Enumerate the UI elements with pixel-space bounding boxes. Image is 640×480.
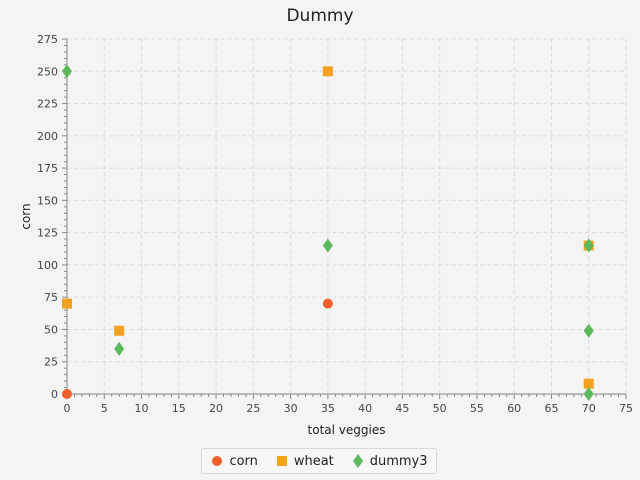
legend-marker-square — [276, 456, 287, 466]
legend-label: dummy3 — [369, 453, 428, 469]
y-tick-label: 150 — [37, 194, 58, 207]
legend-marker-shape — [276, 456, 287, 466]
y-tick-label: 0 — [51, 388, 58, 401]
x-tick-label: 20 — [209, 402, 223, 415]
legend-marker-circle — [212, 456, 223, 466]
x-tick-label: 60 — [507, 402, 521, 415]
x-tick-label: 5 — [101, 402, 108, 415]
y-tick-label: 250 — [37, 65, 58, 78]
legend-label: wheat — [293, 453, 334, 469]
y-tick-label: 50 — [44, 323, 58, 336]
data-point-dummy3 — [114, 341, 125, 356]
legend-item-dummy3: dummy3 — [351, 453, 428, 469]
y-tick-label: 125 — [37, 227, 58, 240]
data-point-wheat — [114, 325, 125, 336]
legend-marker-shape — [212, 456, 223, 466]
data-point-wheat — [62, 298, 72, 309]
data-point-wheat — [583, 378, 594, 389]
x-tick-label: 15 — [172, 402, 186, 415]
y-tick-label: 200 — [37, 130, 58, 143]
legend: corn wheat dummy3 — [201, 448, 437, 474]
x-tick-label: 10 — [135, 402, 149, 415]
y-tick-label: 175 — [37, 162, 58, 175]
legend-marker-diamond — [352, 454, 363, 468]
legend-label: corn — [229, 453, 258, 469]
data-point-wheat — [322, 66, 333, 77]
data-point-corn — [322, 298, 333, 309]
y-tick-label: 75 — [44, 291, 58, 304]
x-tick-label: 45 — [395, 402, 409, 415]
data-point-dummy3 — [583, 387, 594, 401]
legend-marker-shape — [352, 454, 363, 468]
x-tick-label: 55 — [470, 402, 484, 415]
chart-title: Dummy — [286, 6, 354, 26]
data-point-dummy3 — [62, 64, 72, 79]
x-tick-label: 75 — [619, 402, 633, 415]
y-tick-label: 275 — [37, 33, 58, 46]
x-tick-label: 30 — [284, 402, 298, 415]
legend-item-wheat: wheat — [275, 453, 334, 469]
x-tick-label: 50 — [433, 402, 447, 415]
data-point-dummy3 — [583, 323, 594, 338]
y-tick-label: 225 — [37, 98, 58, 111]
x-tick-label: 40 — [358, 402, 372, 415]
data-point-corn — [62, 389, 72, 399]
x-tick-label: 70 — [582, 402, 596, 415]
x-axis-title: total veggies — [308, 423, 386, 437]
x-tick-label: 0 — [64, 402, 71, 415]
y-tick-label: 100 — [37, 259, 58, 272]
y-tick-label: 25 — [44, 356, 58, 369]
x-tick-label: 25 — [246, 402, 260, 415]
x-tick-label: 35 — [321, 402, 335, 415]
y-axis-title: corn — [19, 203, 33, 229]
data-point-dummy3 — [322, 238, 333, 253]
data-point-dummy3 — [583, 238, 594, 253]
legend-item-corn: corn — [210, 453, 258, 469]
x-tick-label: 65 — [544, 402, 558, 415]
